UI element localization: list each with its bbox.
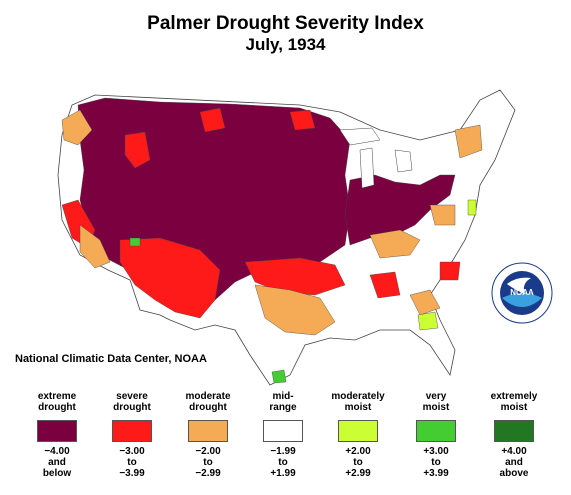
legend-range-2: and — [48, 457, 66, 468]
region-moderate-northwest — [61, 109, 93, 146]
region-moderately-moist — [417, 199, 477, 331]
legend-label-1: severe — [116, 391, 148, 402]
legend-range-2: to — [278, 457, 288, 468]
legend-swatch — [416, 420, 456, 442]
legend-range-1: +4.00 — [501, 446, 527, 457]
legend-label-1: moderate — [185, 391, 231, 402]
legend-range-2: to — [431, 457, 441, 468]
map-title: Palmer Drought Severity Index — [147, 13, 424, 34]
legend-label-2: drought — [189, 402, 227, 413]
legend-swatch — [494, 420, 534, 442]
legend-range-1: +3.00 — [423, 446, 449, 457]
region-extreme-midwest — [344, 174, 456, 246]
legend-label-1: mid- — [272, 391, 294, 402]
legend-range-2: to — [127, 457, 137, 468]
legend-item: moderate drought −2.00 to −2.99 — [168, 385, 248, 479]
legend-label-1: extreme — [37, 391, 77, 402]
noaa-logo: NOAA — [491, 262, 553, 324]
noaa-logo-text: NOAA — [510, 288, 534, 297]
region-severe-southeast — [369, 261, 461, 299]
legend-item: extreme drought −4.00 and below — [17, 385, 97, 479]
legend-label-2: moist — [500, 402, 528, 413]
legend-swatch — [37, 420, 77, 442]
legend-range-3: above — [499, 468, 529, 479]
legend-range-3: +2.99 — [345, 468, 371, 479]
legend-label-2: moist — [422, 402, 450, 413]
legend-label-2: drought — [113, 402, 151, 413]
legend-label-1: extremely — [490, 391, 538, 402]
region-moderate-texas — [254, 284, 336, 336]
legend-item: severe drought −3.00 to −3.99 — [92, 385, 172, 479]
legend-range-2: and — [505, 457, 523, 468]
region-severe-southwest — [119, 237, 221, 319]
legend-range-1: +2.00 — [345, 446, 371, 457]
legend-range-1: −4.00 — [44, 446, 70, 457]
legend-swatch — [263, 420, 303, 442]
legend-label-1: very — [425, 391, 447, 402]
legend-item: mid-range −1.99 to +1.99 — [243, 385, 323, 479]
legend-range-1: −1.99 — [270, 446, 296, 457]
legend-swatch — [188, 420, 228, 442]
great-lakes — [339, 127, 413, 189]
region-moderate-appalachia — [369, 204, 456, 259]
legend-range-3: +3.99 — [423, 468, 449, 479]
region-very-moist — [129, 237, 287, 384]
map-subtitle: July, 1934 — [245, 35, 326, 54]
legend-range-2: to — [353, 457, 363, 468]
legend-label-1: moderately — [331, 391, 385, 402]
region-severe-north — [199, 107, 316, 133]
legend-range-1: −2.00 — [195, 446, 221, 457]
region-severe-idaho — [124, 131, 151, 169]
legend-range-3: +1.99 — [270, 468, 296, 479]
legend-range-3: −3.99 — [119, 468, 145, 479]
region-moderate-california — [79, 224, 111, 269]
legend-swatch — [112, 420, 152, 442]
legend-swatch — [338, 420, 378, 442]
legend-item: moderately moist +2.00 to +2.99 — [318, 385, 398, 479]
legend-label-2: drought — [38, 402, 76, 413]
legend-range-2: to — [203, 457, 213, 468]
region-moderate-northeast — [454, 124, 483, 159]
legend-label-2: range — [269, 402, 297, 413]
region-moderate-southeast — [409, 289, 441, 316]
legend-item: extremely moist +4.00 and above — [474, 385, 554, 479]
legend-range-1: −3.00 — [119, 446, 145, 457]
legend-range-3: below — [42, 468, 72, 479]
legend-item: very moist +3.00 to +3.99 — [396, 385, 476, 479]
legend-range-3: −2.99 — [195, 468, 221, 479]
region-severe-south-plains — [244, 257, 346, 296]
legend-label-2: moist — [344, 402, 372, 413]
data-credit: National Climatic Data Center, NOAA — [15, 353, 207, 365]
